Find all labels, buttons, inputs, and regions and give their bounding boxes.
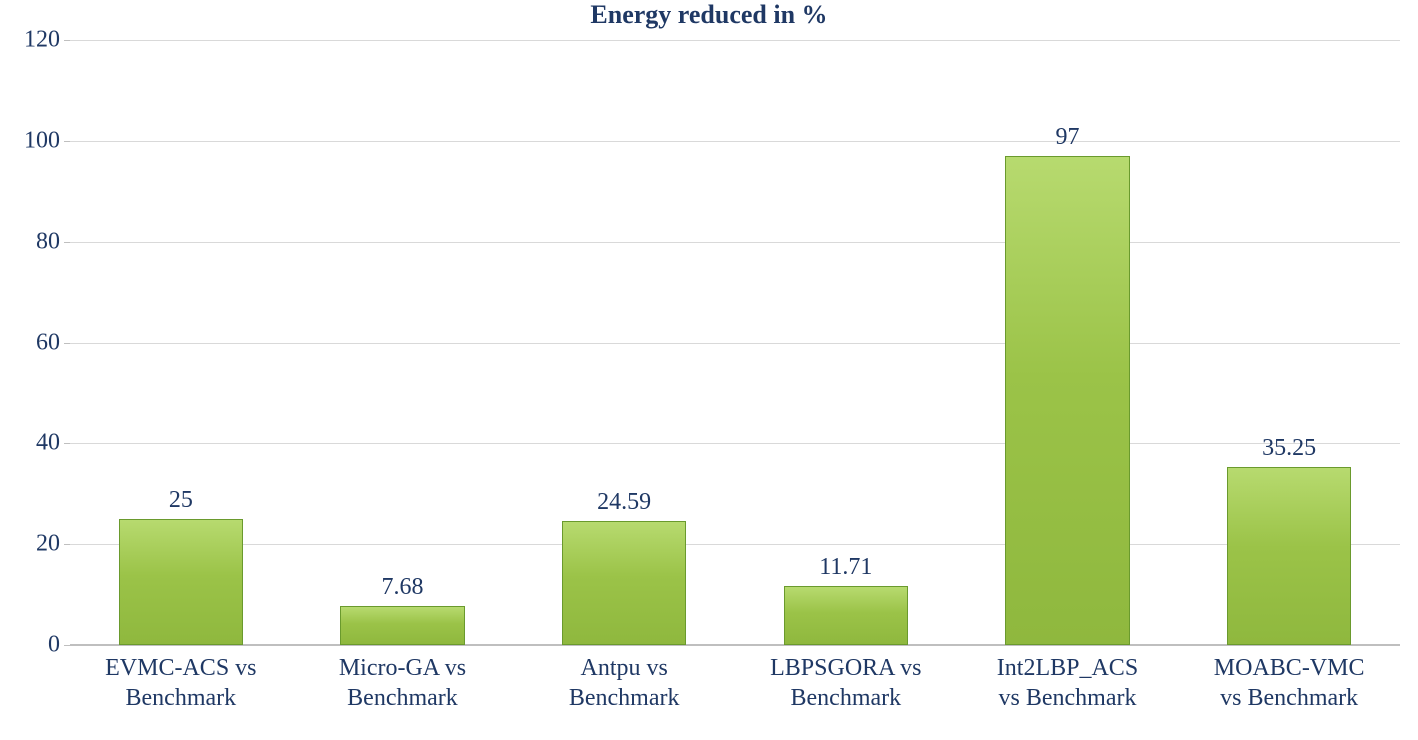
y-tick-label: 0 xyxy=(48,632,70,659)
bar-value-label: 97 xyxy=(1055,124,1079,151)
x-category-label: Micro-GA vsBenchmark xyxy=(292,653,514,713)
y-tick-label: 120 xyxy=(24,27,70,54)
x-category-label: LBPSGORA vsBenchmark xyxy=(735,653,957,713)
x-label-line2: Benchmark xyxy=(70,683,292,713)
bar: 25 xyxy=(119,519,243,645)
grid-line xyxy=(70,544,1400,545)
x-label-line1: Int2LBP_ACS xyxy=(957,653,1179,683)
grid-line xyxy=(70,141,1400,142)
y-tick-label: 60 xyxy=(36,329,70,356)
x-label-line1: Micro-GA vs xyxy=(292,653,514,683)
x-label-line1: MOABC-VMC xyxy=(1178,653,1400,683)
x-label-line2: Benchmark xyxy=(513,683,735,713)
bar-value-label: 11.71 xyxy=(819,554,872,581)
y-tick-label: 40 xyxy=(36,430,70,457)
energy-reduced-bar-chart: Energy reduced in % 02040608010012025EVM… xyxy=(0,0,1418,740)
x-category-label: Antpu vsBenchmark xyxy=(513,653,735,713)
bar: 35.25 xyxy=(1227,467,1351,645)
bar-value-label: 35.25 xyxy=(1262,435,1316,462)
y-tick-label: 80 xyxy=(36,228,70,255)
x-label-line2: Benchmark xyxy=(735,683,957,713)
grid-line xyxy=(70,343,1400,344)
grid-line xyxy=(70,443,1400,444)
bar-value-label: 25 xyxy=(169,487,193,514)
chart-title: Energy reduced in % xyxy=(0,0,1418,30)
x-label-line2: Benchmark xyxy=(292,683,514,713)
y-tick-label: 100 xyxy=(24,127,70,154)
x-category-label: Int2LBP_ACSvs Benchmark xyxy=(957,653,1179,713)
bar: 11.71 xyxy=(784,586,908,645)
x-label-line1: EVMC-ACS vs xyxy=(70,653,292,683)
y-tick-label: 20 xyxy=(36,531,70,558)
bar: 7.68 xyxy=(340,606,464,645)
bar: 97 xyxy=(1005,156,1129,645)
x-label-line2: vs Benchmark xyxy=(1178,683,1400,713)
bar-value-label: 24.59 xyxy=(597,489,651,516)
x-label-line1: Antpu vs xyxy=(513,653,735,683)
x-category-label: MOABC-VMCvs Benchmark xyxy=(1178,653,1400,713)
bar-value-label: 7.68 xyxy=(381,574,423,601)
bar: 24.59 xyxy=(562,521,686,645)
plot-area: 02040608010012025EVMC-ACS vsBenchmark7.6… xyxy=(70,40,1400,645)
grid-line xyxy=(70,40,1400,41)
x-label-line2: vs Benchmark xyxy=(957,683,1179,713)
x-category-label: EVMC-ACS vsBenchmark xyxy=(70,653,292,713)
x-axis-line xyxy=(70,644,1400,646)
x-label-line1: LBPSGORA vs xyxy=(735,653,957,683)
grid-line xyxy=(70,242,1400,243)
